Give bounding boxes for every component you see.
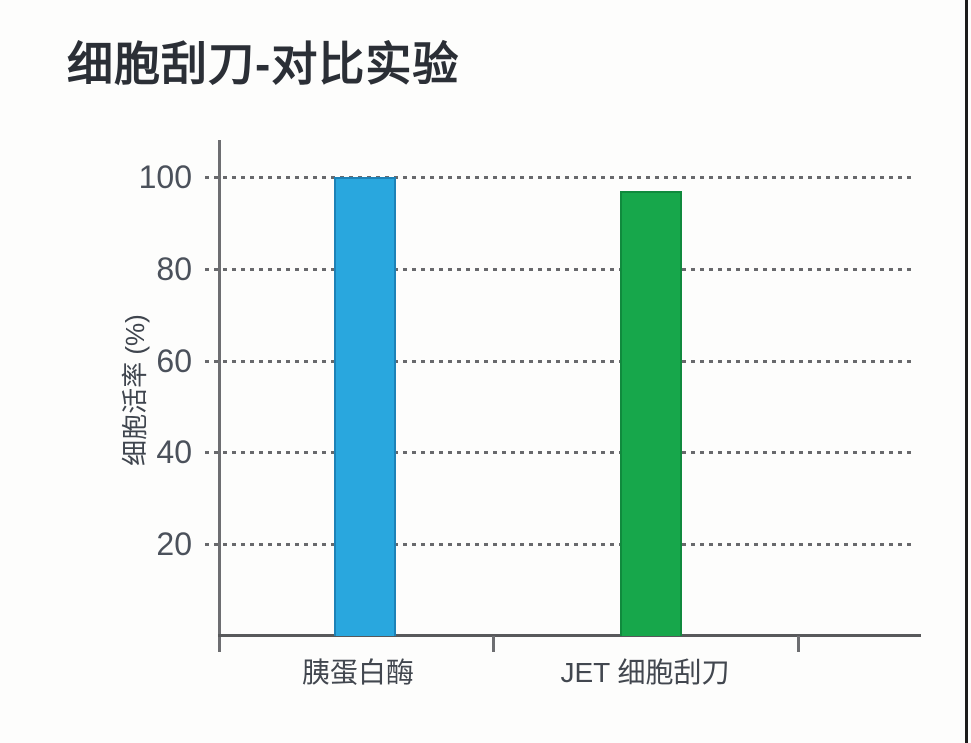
chart-title: 细胞刮刀-对比实验	[67, 38, 460, 90]
y-tick-label-40: 40	[156, 434, 192, 471]
y-tick-label-60: 60	[156, 342, 192, 379]
y-tick-label-20: 20	[156, 526, 192, 563]
bar-JET 细胞刮刀	[620, 191, 682, 636]
y-axis-line	[218, 140, 221, 652]
bar-胰蛋白酶	[334, 177, 396, 636]
gridline-60	[205, 359, 913, 363]
y-axis-label: 细胞活率 (%)	[120, 314, 150, 466]
gridline-20	[205, 543, 913, 547]
gridline-80	[205, 267, 913, 271]
x-category-label-1: 胰蛋白酶	[301, 657, 414, 688]
page-right-border	[965, 0, 968, 743]
x-category-label-2: JET 细胞刮刀	[560, 657, 730, 688]
x-axis-line	[218, 634, 921, 637]
y-tick-label-80: 80	[156, 250, 192, 287]
y-tick-label-100: 100	[138, 159, 192, 195]
gridline-100	[205, 176, 913, 179]
x-axis-tick-1	[492, 636, 495, 652]
gridline-40	[205, 451, 913, 455]
x-axis-tick-2	[797, 636, 800, 652]
